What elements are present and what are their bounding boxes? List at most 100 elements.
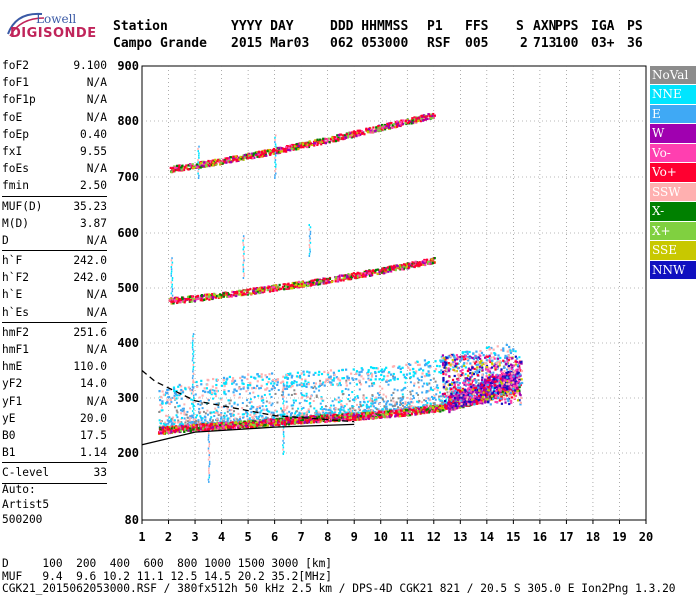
param-name: hmF1 <box>2 343 29 356</box>
echo-point <box>276 421 279 424</box>
echo-point <box>206 409 209 412</box>
param-row: h`F2 242.0 <box>2 269 107 286</box>
echo-point <box>220 295 224 298</box>
echo-point <box>444 406 447 409</box>
echo-point <box>410 400 413 403</box>
echo-point <box>170 431 173 434</box>
echo-point <box>193 420 196 423</box>
echo-point <box>328 281 331 284</box>
echo-point <box>348 378 351 381</box>
echo-point <box>198 412 201 415</box>
echo-point <box>461 400 464 403</box>
echo-point <box>232 424 236 427</box>
echo-point <box>182 300 185 303</box>
echo-point <box>433 394 436 397</box>
echo-point <box>237 156 240 159</box>
echo-point <box>442 380 445 383</box>
echo-point <box>307 408 310 411</box>
echo-point <box>433 261 436 264</box>
echo-point <box>376 268 379 271</box>
echo-point <box>207 432 210 435</box>
echo-point <box>358 272 361 275</box>
echo-point <box>254 425 257 428</box>
echo-point <box>170 274 173 277</box>
echo-point <box>351 409 354 412</box>
echo-point <box>370 411 373 414</box>
echo-point <box>426 403 429 406</box>
echo-point <box>226 425 229 428</box>
echo-point <box>259 407 262 410</box>
echo-point <box>191 414 194 417</box>
echo-point <box>475 381 478 384</box>
echo-point <box>208 456 211 459</box>
echo-point <box>397 415 400 418</box>
param-row: M(D) 3.87 <box>2 215 107 232</box>
echo-point <box>258 291 261 294</box>
echo-point <box>317 411 320 414</box>
echo-point <box>268 152 271 155</box>
echo-point <box>161 409 164 412</box>
echo-point <box>170 401 173 404</box>
echo-point <box>322 381 325 384</box>
echo-point <box>274 284 277 287</box>
echo-point <box>254 413 257 416</box>
echo-point <box>275 410 278 413</box>
echo-point <box>518 356 521 359</box>
echo-point <box>280 394 283 397</box>
echo-point <box>266 408 269 411</box>
echo-point <box>189 430 192 433</box>
echo-point <box>253 425 256 428</box>
echo-point <box>297 421 300 425</box>
echo-point <box>441 399 444 402</box>
echo-point <box>192 423 195 427</box>
echo-point <box>183 403 186 406</box>
echo-point <box>420 263 423 266</box>
echo-point <box>394 402 397 405</box>
echo-point <box>215 418 218 421</box>
echo-point <box>219 413 222 416</box>
echo-point <box>393 268 396 271</box>
echo-point <box>357 407 360 410</box>
echo-point <box>281 409 284 412</box>
echo-point <box>317 415 321 418</box>
echo-point <box>168 428 171 431</box>
echo-point <box>353 399 356 402</box>
echo-point <box>412 397 415 400</box>
echo-point <box>202 294 205 297</box>
echo-point <box>377 396 380 399</box>
echo-point <box>297 284 301 288</box>
echo-point <box>229 399 232 402</box>
echo-point <box>508 367 511 370</box>
echo-point <box>192 396 195 399</box>
echo-point <box>230 405 233 408</box>
echo-point <box>226 407 229 410</box>
echo-point <box>435 386 438 389</box>
echo-point <box>402 409 406 412</box>
echo-point <box>371 384 374 387</box>
echo-point <box>183 301 186 304</box>
echo-point <box>281 285 285 289</box>
y-tick-label: 80 <box>125 513 139 527</box>
echo-point <box>192 404 195 407</box>
header-label: S <box>516 19 524 34</box>
echo-point <box>399 404 402 407</box>
param-row: h`E N/A <box>2 286 107 303</box>
echo-point <box>272 411 275 414</box>
echo-point <box>422 411 425 414</box>
echo-point <box>265 286 268 289</box>
echo-point <box>274 409 277 412</box>
param-row: yF2 14.0 <box>2 375 107 392</box>
echo-point <box>431 389 434 392</box>
echo-point <box>422 408 425 411</box>
echo-point <box>268 393 271 396</box>
x-tick-label: 12 <box>427 530 441 544</box>
echo-point <box>301 413 304 416</box>
echo-point <box>403 411 406 415</box>
echo-point <box>282 389 284 392</box>
echo-point <box>278 283 281 287</box>
echo-point <box>241 416 244 419</box>
header-label: IGA <box>591 19 615 34</box>
echo-point <box>376 408 379 411</box>
echo-point <box>208 451 211 454</box>
echo-point <box>343 410 346 413</box>
